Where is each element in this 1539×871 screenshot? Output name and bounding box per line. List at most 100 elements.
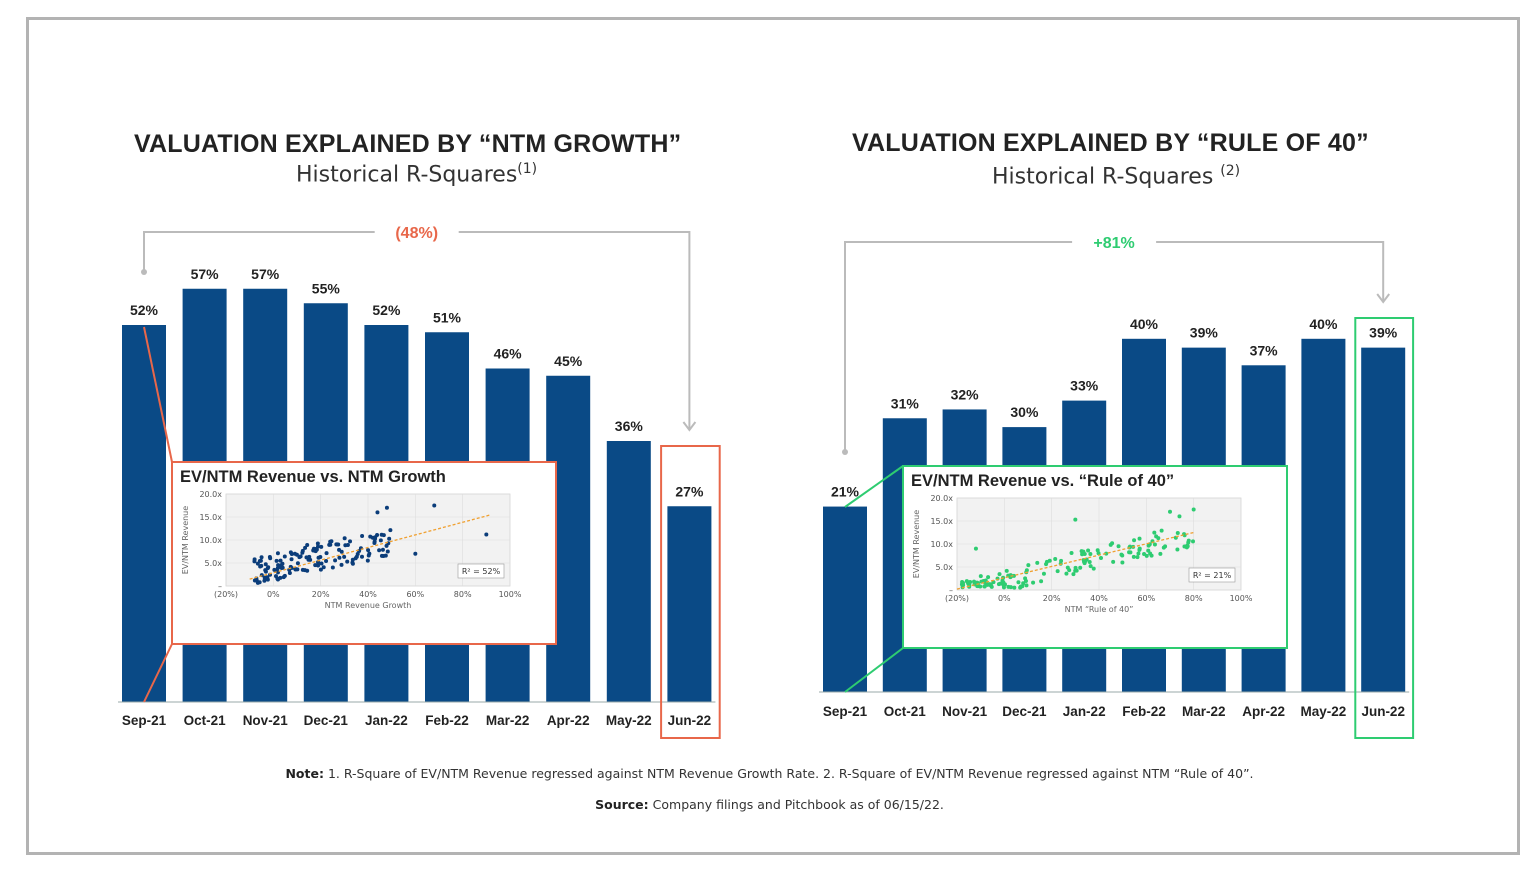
right-scatter-point [1078,565,1083,570]
left-scatter-point [252,559,257,564]
left-scatter-point [259,555,264,560]
right-scatter-xtick: 40% [1090,594,1108,603]
left-bar-Jun-22 [667,506,712,702]
right-category-label: Nov-21 [942,704,988,719]
right-value-label: 37% [1250,342,1279,358]
left-scatter-point [315,541,320,546]
left-value-label: 46% [494,346,523,362]
left-scatter-point [387,536,392,541]
left-scatter-ytick: – [218,582,222,591]
source-label: Source: [595,797,649,812]
note-line: Note: 1. R-Square of EV/NTM Revenue regr… [0,766,1539,781]
left-scatter-point [289,566,294,571]
left-inset-title: EV/NTM Revenue vs. NTM Growth [180,468,446,486]
left-scatter-point [378,538,383,543]
right-scatter-point [1073,568,1078,573]
left-inset-connector-0 [143,326,173,463]
right-scatter-point [1031,580,1036,585]
left-scatter-point [316,555,321,560]
right-scatter-point [1080,552,1085,557]
right-chart-title: VALUATION EXPLAINED BY “RULE OF 40” [852,129,1369,157]
left-category-label: Mar-22 [486,713,530,728]
left-scatter-point [282,554,287,559]
left-subtitle-text: Historical R-Squares [296,162,518,188]
right-scatter-ytick: 10.0x [930,540,953,549]
left-scatter-point [345,543,350,548]
left-scatter-point [380,547,385,552]
left-scatter-point [278,558,283,563]
right-scatter-point [1044,562,1049,567]
right-scatter-point [972,579,977,584]
left-scatter-point [375,532,380,537]
left-scatter-point [384,543,389,548]
left-category-label: May-22 [606,713,652,728]
left-value-label: 27% [675,483,704,499]
right-value-label: 39% [1369,325,1398,341]
right-scatter-point [1148,551,1153,556]
right-inset-title: EV/NTM Revenue vs. “Rule of 40” [911,472,1174,490]
slide-frame [26,17,1520,855]
left-scatter-point [288,550,293,555]
left-scatter-point [295,561,300,566]
source-text: Company filings and Pitchbook as of 06/1… [652,797,944,812]
right-category-label: Sep-21 [823,704,868,719]
right-scatter-point [1168,509,1172,514]
left-scatter-point [280,561,285,566]
right-scatter-point [973,546,978,551]
left-scatter-point [413,551,418,556]
left-scatter-point [350,561,355,566]
left-value-label: 52% [130,302,159,318]
right-scatter-point [1064,571,1069,576]
right-scatter-point [1104,551,1109,556]
note-text: 1. R-Square of EV/NTM Revenue regressed … [327,766,1254,781]
left-chart-subtitle: Historical R-Squares(1) [296,161,537,187]
right-category-label: Oct-21 [884,704,927,719]
right-bracket-dot [842,449,848,455]
right-scatter-point [1026,563,1031,568]
right-footnote-mark: (2) [1220,163,1241,179]
right-category-label: May-22 [1301,704,1347,719]
right-scatter-point [1110,541,1115,546]
left-category-label: Feb-22 [425,713,469,728]
right-value-label: 31% [891,395,920,411]
left-bracket-left [143,231,375,272]
left-scatter-point [268,556,273,561]
right-bar-May-22 [1301,338,1346,692]
left-category-label: Jun-22 [668,713,712,728]
right-scatter-xtick: (20%) [945,594,969,603]
left-scatter-point [257,559,262,564]
left-scatter-xtick: 40% [359,590,377,599]
right-scatter-ytick: – [949,586,953,595]
right-category-label: Dec-21 [1002,704,1047,719]
left-scatter-point [345,559,350,564]
left-value-label: 45% [554,353,583,369]
left-scatter-point [315,562,320,567]
right-scatter-point [996,582,1001,587]
left-footnote-mark: (1) [517,161,538,177]
right-category-label: Jan-22 [1063,704,1106,719]
left-category-label: Dec-21 [304,713,349,728]
right-scatter-point [1177,514,1182,519]
right-inset-connector-1 [844,647,904,693]
right-scatter-point [1146,548,1151,553]
right-scatter-point [1144,553,1149,558]
right-scatter-point [1053,557,1058,562]
right-value-label: 40% [1130,316,1159,332]
right-scatter-point [1071,572,1076,577]
right-scatter-ytick: 5.0x [936,563,954,572]
right-scatter-ytick: 15.0x [930,517,953,526]
right-scatter-point [1099,555,1104,560]
right-category-label: Apr-22 [1242,704,1285,719]
left-scatter-point [334,542,339,547]
left-scatter-point [257,580,262,585]
right-scatter-point [1137,546,1142,551]
left-scatter-point [315,544,320,549]
left-value-label: 36% [615,418,644,434]
left-scatter-point [263,569,268,574]
right-trendline [956,531,1194,590]
left-category-label: Jan-22 [365,713,408,728]
right-scatter-point [1020,584,1025,589]
left-scatter-point [350,557,355,562]
right-change-label: +81% [1093,235,1134,252]
